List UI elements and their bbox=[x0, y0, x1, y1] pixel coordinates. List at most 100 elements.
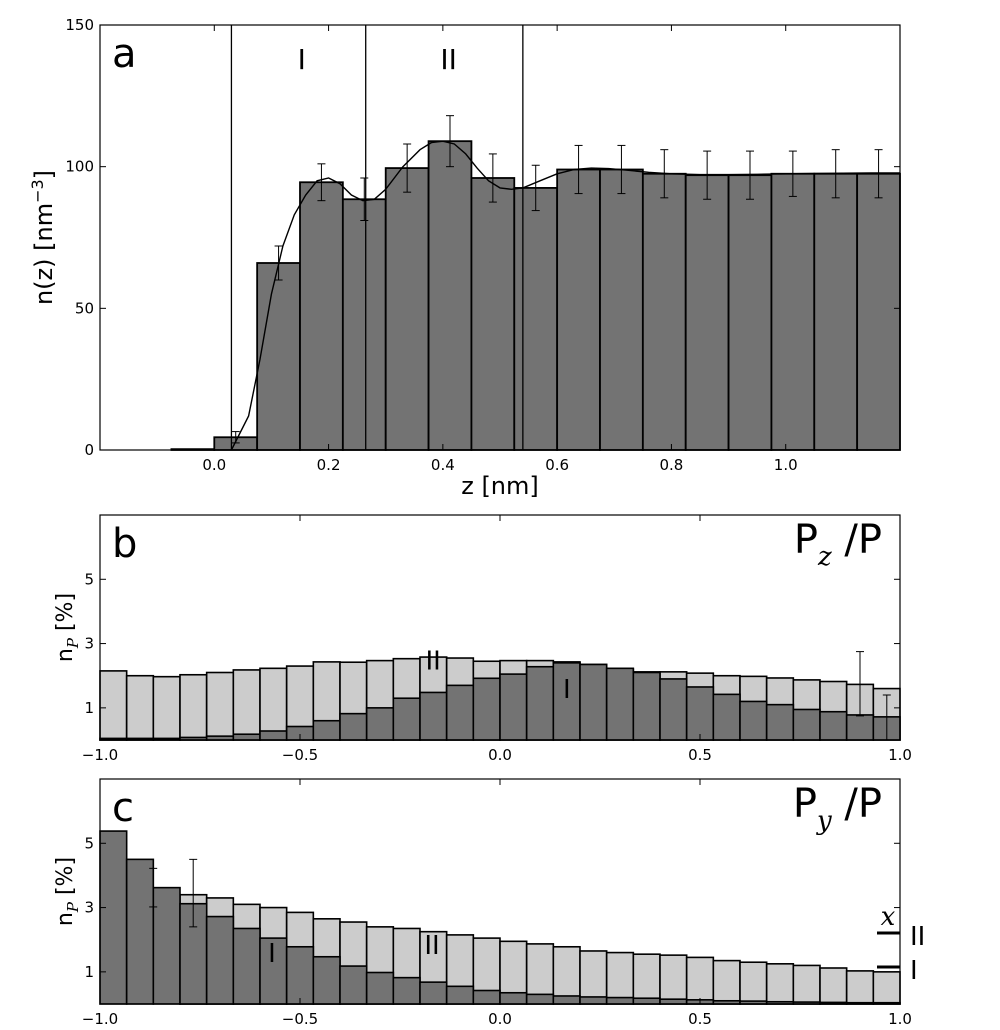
bar-series-I bbox=[499, 991, 528, 1005]
fit-curve bbox=[230, 140, 900, 451]
bar-series-I bbox=[339, 965, 368, 1005]
bar-series-II bbox=[792, 964, 821, 1005]
panel-b-plot: III bbox=[99, 646, 901, 741]
bar bbox=[341, 198, 387, 451]
bar-series-II bbox=[712, 959, 741, 1005]
bar-series-II bbox=[739, 961, 768, 1005]
bar-series-I bbox=[499, 673, 528, 741]
bar-series-I bbox=[632, 671, 661, 741]
bar-series-II bbox=[125, 674, 155, 741]
y-axis-label: n(z) [nm−3] bbox=[28, 170, 58, 305]
x-tick-label: −1.0 bbox=[82, 1010, 118, 1028]
bar-series-I bbox=[579, 663, 608, 741]
bar-series-II bbox=[552, 945, 581, 1005]
legend-label: I bbox=[910, 956, 918, 986]
bar-series-I bbox=[659, 678, 688, 741]
bar-series-I bbox=[445, 684, 475, 741]
region-label: I bbox=[563, 675, 571, 705]
panel-a-axes: 0.0 0.2 0.4 0.6 0.8 1.0 0 50 100 150 a bbox=[65, 16, 900, 474]
bar-series-I bbox=[392, 976, 421, 1005]
bar-series-I bbox=[312, 955, 341, 1005]
y-tick-label: 5 bbox=[84, 570, 94, 588]
x-tick-label: 0.0 bbox=[202, 456, 226, 474]
bar-series-I bbox=[525, 665, 555, 741]
panel-c-axes: −1.0 −0.5 0.0 0.5 1.0 1 3 5c bbox=[82, 779, 912, 1028]
region-label: I bbox=[268, 939, 276, 969]
bar-series-I bbox=[152, 886, 181, 1005]
panel-label-a: a bbox=[112, 31, 137, 77]
bar bbox=[427, 140, 473, 451]
bar-series-II bbox=[232, 669, 261, 741]
bar-series-I bbox=[739, 700, 768, 741]
bar-series-II bbox=[685, 956, 715, 1005]
bar-series-I bbox=[259, 937, 288, 1005]
bar bbox=[684, 174, 730, 451]
bar-series-I bbox=[205, 915, 235, 1005]
panel-b-title: Pz /P bbox=[794, 517, 882, 572]
bar-series-I bbox=[552, 995, 581, 1005]
bar-series-I bbox=[339, 712, 368, 741]
bar-series-II bbox=[845, 970, 875, 1005]
legend-symbol: x bbox=[881, 902, 896, 932]
bar-series-II bbox=[819, 967, 848, 1005]
panel-c-plot: I II bbox=[99, 830, 901, 1005]
bar bbox=[384, 167, 430, 451]
bar-series-II bbox=[605, 951, 635, 1005]
bar bbox=[641, 172, 687, 451]
bar-series-I bbox=[765, 703, 795, 741]
bar-series-I bbox=[312, 719, 341, 741]
bar-series-II bbox=[152, 675, 181, 741]
bar bbox=[556, 168, 601, 451]
bar-series-I bbox=[472, 677, 501, 741]
x-tick-label: −0.5 bbox=[282, 746, 318, 764]
panel-a-plot: I II bbox=[170, 25, 901, 451]
region-label: I bbox=[298, 43, 306, 76]
region-label: II bbox=[426, 646, 441, 676]
y-axis-label: nP [%] bbox=[53, 857, 82, 926]
legend-label: II bbox=[910, 922, 925, 952]
bar-series-I bbox=[419, 981, 448, 1005]
bar-series-I bbox=[605, 996, 635, 1005]
bar-series-I bbox=[632, 997, 661, 1005]
bar bbox=[256, 262, 301, 451]
y-axis-label: nP [%] bbox=[53, 593, 82, 662]
bar-series-I bbox=[392, 697, 421, 741]
x-axis-label: z [nm] bbox=[461, 472, 539, 500]
bar-series-I bbox=[552, 662, 581, 741]
bar-series-I bbox=[419, 691, 448, 741]
bar-series-I bbox=[659, 998, 688, 1005]
x-tick-label: 0.6 bbox=[545, 456, 569, 474]
y-tick-label: 5 bbox=[84, 834, 94, 852]
region-label: II bbox=[440, 43, 457, 76]
bar-series-II bbox=[259, 667, 288, 741]
bar-series-II bbox=[179, 673, 208, 741]
y-tick-label: 100 bbox=[65, 158, 94, 176]
bar-series-I bbox=[579, 996, 608, 1005]
x-tick-label: 1.0 bbox=[888, 746, 912, 764]
bar-series-II bbox=[872, 971, 901, 1005]
bar-series-II bbox=[632, 953, 661, 1005]
panel-c-title: Py /P bbox=[793, 781, 882, 836]
x-tick-label: 0.0 bbox=[488, 746, 512, 764]
bar-series-I bbox=[125, 858, 155, 1005]
bar-series-I bbox=[472, 989, 501, 1005]
y-tick-label: 0 bbox=[84, 441, 94, 459]
bar bbox=[813, 172, 859, 451]
y-tick-label: 1 bbox=[84, 699, 94, 717]
x-tick-label: 0.5 bbox=[688, 746, 712, 764]
bar bbox=[599, 168, 644, 451]
bar bbox=[856, 172, 901, 451]
bar-series-II bbox=[765, 963, 795, 1005]
bar-series-I bbox=[685, 686, 715, 741]
bar-series-I bbox=[365, 707, 395, 741]
bar-series-I bbox=[445, 985, 475, 1005]
x-tick-label: 0.5 bbox=[688, 1010, 712, 1028]
bar-series-II bbox=[99, 670, 128, 741]
panel-b-axes: −1.0 −0.5 0.0 0.5 1.0 1 3 5b bbox=[82, 515, 912, 764]
bar-series-I bbox=[819, 710, 848, 741]
bar bbox=[770, 172, 816, 451]
y-tick-label: 3 bbox=[84, 635, 94, 653]
bar-series-II bbox=[579, 950, 608, 1005]
bar-series-I bbox=[232, 927, 261, 1005]
